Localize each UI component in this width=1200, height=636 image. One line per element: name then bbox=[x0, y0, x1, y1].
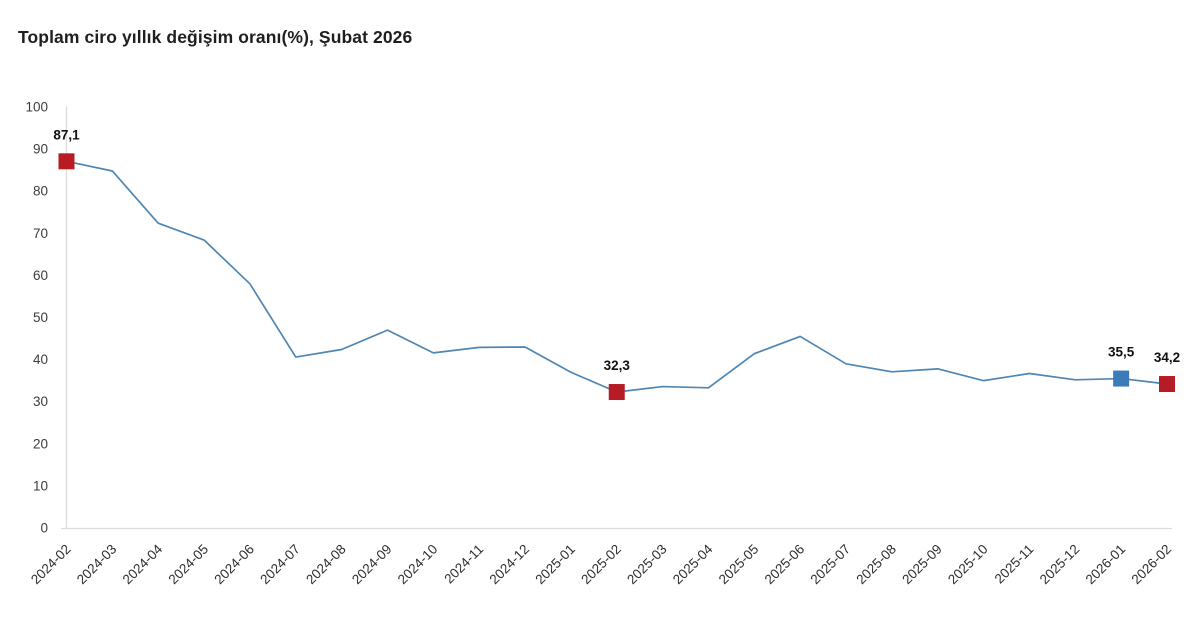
x-tick-label: 2025-12 bbox=[1037, 542, 1083, 588]
x-tick-label: 2025-05 bbox=[716, 542, 762, 588]
y-tick-label: 80 bbox=[33, 184, 48, 199]
y-tick-label: 20 bbox=[33, 436, 48, 451]
x-tick-label: 2025-02 bbox=[578, 542, 624, 588]
x-tick-label: 2024-07 bbox=[257, 542, 303, 588]
x-tick-label: 2025-03 bbox=[624, 542, 670, 588]
data-point-marker-2025-02[interactable] bbox=[608, 384, 625, 401]
data-point-value-label: 35,5 bbox=[1108, 345, 1135, 360]
y-tick-label: 10 bbox=[33, 478, 48, 493]
x-tick-label: 2025-07 bbox=[808, 542, 854, 588]
x-tick-label: 2025-08 bbox=[853, 542, 899, 588]
x-tick-label: 2025-11 bbox=[992, 542, 1037, 587]
y-tick-label: 30 bbox=[33, 394, 48, 409]
data-point-labels: 87,1 32,3 35,5 34,2 bbox=[53, 127, 1180, 373]
x-tick-label: 2024-10 bbox=[395, 542, 441, 588]
x-tick-label: 2024-02 bbox=[28, 542, 74, 588]
data-point-value-label: 87,1 bbox=[53, 127, 80, 142]
y-tick-label: 90 bbox=[33, 142, 48, 157]
x-axis-tick-labels: 2024-02 2024-03 2024-04 2024-05 2024-06 2024-… bbox=[28, 541, 1174, 587]
data-point-marker-2026-02[interactable] bbox=[1159, 376, 1175, 393]
x-tick-label: 2024-12 bbox=[487, 542, 533, 588]
x-tick-label: 2024-08 bbox=[303, 542, 349, 588]
x-tick-label: 2026-01 bbox=[1083, 542, 1129, 588]
y-tick-label: 100 bbox=[25, 100, 48, 115]
data-point-value-label: 34,2 bbox=[1154, 350, 1180, 365]
x-tick-label: 2025-10 bbox=[945, 542, 991, 588]
x-tick-label: 2025-09 bbox=[899, 542, 945, 588]
data-point-marker-2024-02[interactable] bbox=[58, 153, 75, 170]
y-axis-tick-labels: 0 10 20 30 40 50 60 70 80 90 100 bbox=[25, 100, 48, 536]
x-tick-label: 2025-06 bbox=[762, 542, 808, 588]
x-tick-label: 2025-04 bbox=[670, 541, 716, 587]
y-tick-label: 70 bbox=[33, 226, 48, 241]
highlight-markers bbox=[58, 153, 1175, 401]
y-tick-label: 40 bbox=[33, 352, 48, 367]
y-tick-label: 60 bbox=[33, 268, 48, 283]
x-tick-label: 2024-09 bbox=[349, 542, 395, 588]
chart-title: Toplam ciro yıllık değişim oranı(%), Şub… bbox=[18, 27, 413, 47]
data-point-marker-2026-01[interactable] bbox=[1113, 370, 1130, 387]
x-tick-label: 2025-01 bbox=[532, 542, 578, 588]
data-point-value-label: 32,3 bbox=[604, 358, 631, 373]
x-tick-label: 2026-02 bbox=[1128, 542, 1174, 588]
x-tick-label: 2024-04 bbox=[120, 541, 166, 587]
x-tick-label: 2024-05 bbox=[166, 542, 212, 588]
x-tick-label: 2024-11 bbox=[441, 542, 486, 587]
x-tick-label: 2024-06 bbox=[211, 542, 257, 588]
y-tick-label: 50 bbox=[33, 310, 48, 325]
y-tick-label: 0 bbox=[40, 521, 48, 536]
x-tick-label: 2024-03 bbox=[74, 542, 120, 588]
